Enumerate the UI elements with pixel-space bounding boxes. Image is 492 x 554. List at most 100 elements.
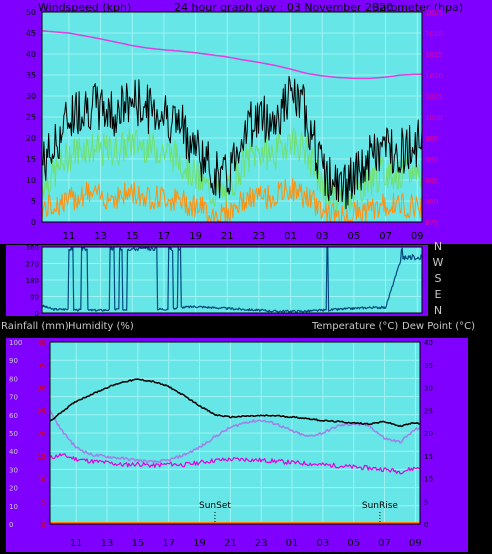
barometer-tick-label: 1010 (425, 72, 443, 80)
compass-label-s: S (435, 272, 442, 285)
rainfall-tick-label: 10 (37, 476, 46, 484)
temperature-line (49, 378, 421, 428)
humidity-line (49, 410, 421, 464)
barometer-tick-label: 985 (425, 177, 438, 185)
wind-barometer-panel: Windspeed (kph) 24 hour graph day : 03 N… (0, 0, 492, 244)
wind-tick-label: 15 (26, 155, 36, 164)
x-tick-label: 07 (378, 538, 391, 549)
x-tick-label: 03 (317, 538, 330, 549)
direction-tick-label: 180 (26, 277, 39, 285)
humidity-tick-label: 100 (9, 339, 22, 347)
wind-tick-label: 25 (26, 113, 36, 122)
x-tick-label: 19 (193, 538, 206, 549)
x-tick-label: 11 (70, 538, 83, 549)
x-tick-label: 05 (347, 538, 360, 549)
wind-tick-label: 20 (26, 134, 36, 143)
temperature-humidity-chart: 0102030405060708090100051015202530354005… (9, 339, 433, 549)
x-tick-label: 01 (286, 538, 299, 549)
wind-speed-line (41, 177, 423, 223)
wind-direction-chart: 0 90 180 270 360 (26, 245, 423, 316)
x-tick-label: 03 (316, 231, 329, 242)
wind-tick-label: 30 (26, 92, 36, 101)
humidity-tick-label: 10 (9, 503, 18, 511)
wind-tick-label: 5 (31, 197, 36, 206)
wind-tick-label: 40 (26, 50, 36, 59)
sun-annotation-label: SunRise (362, 501, 399, 511)
x-tick-label: 13 (94, 231, 107, 242)
temperature-humidity-panel: 0 10 20 30 40 50 60 70 80 90 100 0 5 10 15 20 25 30 35 40 0 5… (6, 338, 468, 552)
direction-tick-label: 360 (26, 245, 39, 252)
barometer-axis-title: Barometer (hpa) (372, 1, 464, 14)
compass-label-n: N (434, 240, 442, 253)
x-tick-label: 07 (379, 231, 392, 242)
x-tick-label: 15 (126, 231, 139, 242)
barometer-tick-label: 975 (425, 219, 438, 227)
direction-tick-label: 270 (26, 261, 39, 269)
rainfall-tick-label: 30 (37, 385, 46, 393)
rainfall-tick-label: 0 (42, 521, 46, 529)
x-tick-label: 13 (101, 538, 114, 549)
wind-average-line (41, 127, 423, 213)
humidity-tick-label: 40 (9, 448, 18, 456)
x-tick-label: 11 (63, 231, 76, 242)
x-tick-label: 15 (132, 538, 145, 549)
humidity-tick-label: 70 (9, 394, 18, 402)
x-tick-label: 23 (253, 231, 266, 242)
direction-tick-label: 0 (35, 310, 39, 316)
humidity-tick-label: 90 (9, 357, 18, 365)
chart-title: 24 hour graph day : 03 November 2020 (174, 1, 394, 14)
wind-axis-title: Windspeed (kph) (38, 1, 132, 14)
x-tick-label: 19 (189, 231, 202, 242)
wind-tick-label: 50 (26, 8, 36, 17)
barometer-tick-label: 1015 (425, 51, 443, 59)
compass-label-w: W (433, 256, 444, 269)
humidity-tick-label: 20 (9, 485, 18, 493)
wind-tick-label: 10 (26, 176, 36, 185)
x-tick-label: 21 (221, 231, 234, 242)
wind-direction-line (41, 246, 422, 313)
barometer-tick-label: 1020 (425, 30, 443, 38)
direction-tick-label: 90 (30, 294, 39, 302)
temperature-tick-label: 25 (424, 407, 433, 415)
wind-tick-label: 0 (31, 218, 36, 227)
wind-tick-label: 45 (26, 29, 36, 38)
rainfall-tick-label: 5 (42, 498, 46, 506)
barometer-tick-label: 980 (425, 198, 438, 206)
temperature-tick-label: 20 (424, 430, 433, 438)
temperature-axis-title: Temperature (°C) (312, 321, 399, 332)
temperature-tick-label: 30 (424, 385, 433, 393)
barometer-tick-label: 1005 (425, 93, 443, 101)
rainfall-tick-label: 40 (37, 339, 46, 347)
rainfall-tick-label: 15 (37, 453, 46, 461)
humidity-axis-title: Humidity (%) (68, 321, 134, 332)
plot-frame (41, 246, 423, 314)
wind-direction-panel: 0 90 180 270 360 (6, 245, 428, 316)
humidity-tick-label: 0 (9, 521, 13, 529)
rainfall-tick-label: 25 (37, 407, 46, 415)
x-tick-label: 05 (348, 231, 361, 242)
temperature-tick-label: 10 (424, 476, 433, 484)
dewpoint-axis-title: Dew Point (°C) (402, 321, 476, 332)
wind-barometer-chart: 0510152025303540455097598098599099510001… (26, 8, 443, 242)
rainfall-tick-label: 35 (37, 362, 46, 370)
x-tick-label: 21 (224, 538, 237, 549)
temperature-tick-label: 0 (424, 521, 428, 529)
compass-label-n: N (434, 304, 442, 314)
x-tick-label: 01 (284, 231, 297, 242)
rainfall-axis-title: Rainfall (mm) (1, 321, 69, 332)
x-tick-label: 23 (255, 538, 268, 549)
plot-frame (49, 341, 421, 525)
barometer-tick-label: 1000 (425, 114, 443, 122)
rainfall-tick-label: 20 (37, 430, 46, 438)
x-tick-label: 09 (411, 231, 424, 242)
humidity-tick-label: 50 (9, 430, 18, 438)
x-tick-label: 17 (158, 231, 171, 242)
sun-annotation-label: SunSet (199, 501, 231, 511)
temperature-tick-label: 35 (424, 362, 433, 370)
temperature-tick-label: 40 (424, 339, 433, 347)
barometer-tick-label: 990 (425, 156, 438, 164)
humidity-tick-label: 60 (9, 412, 18, 420)
plot-frame (41, 11, 423, 223)
humidity-tick-label: 30 (9, 466, 18, 474)
